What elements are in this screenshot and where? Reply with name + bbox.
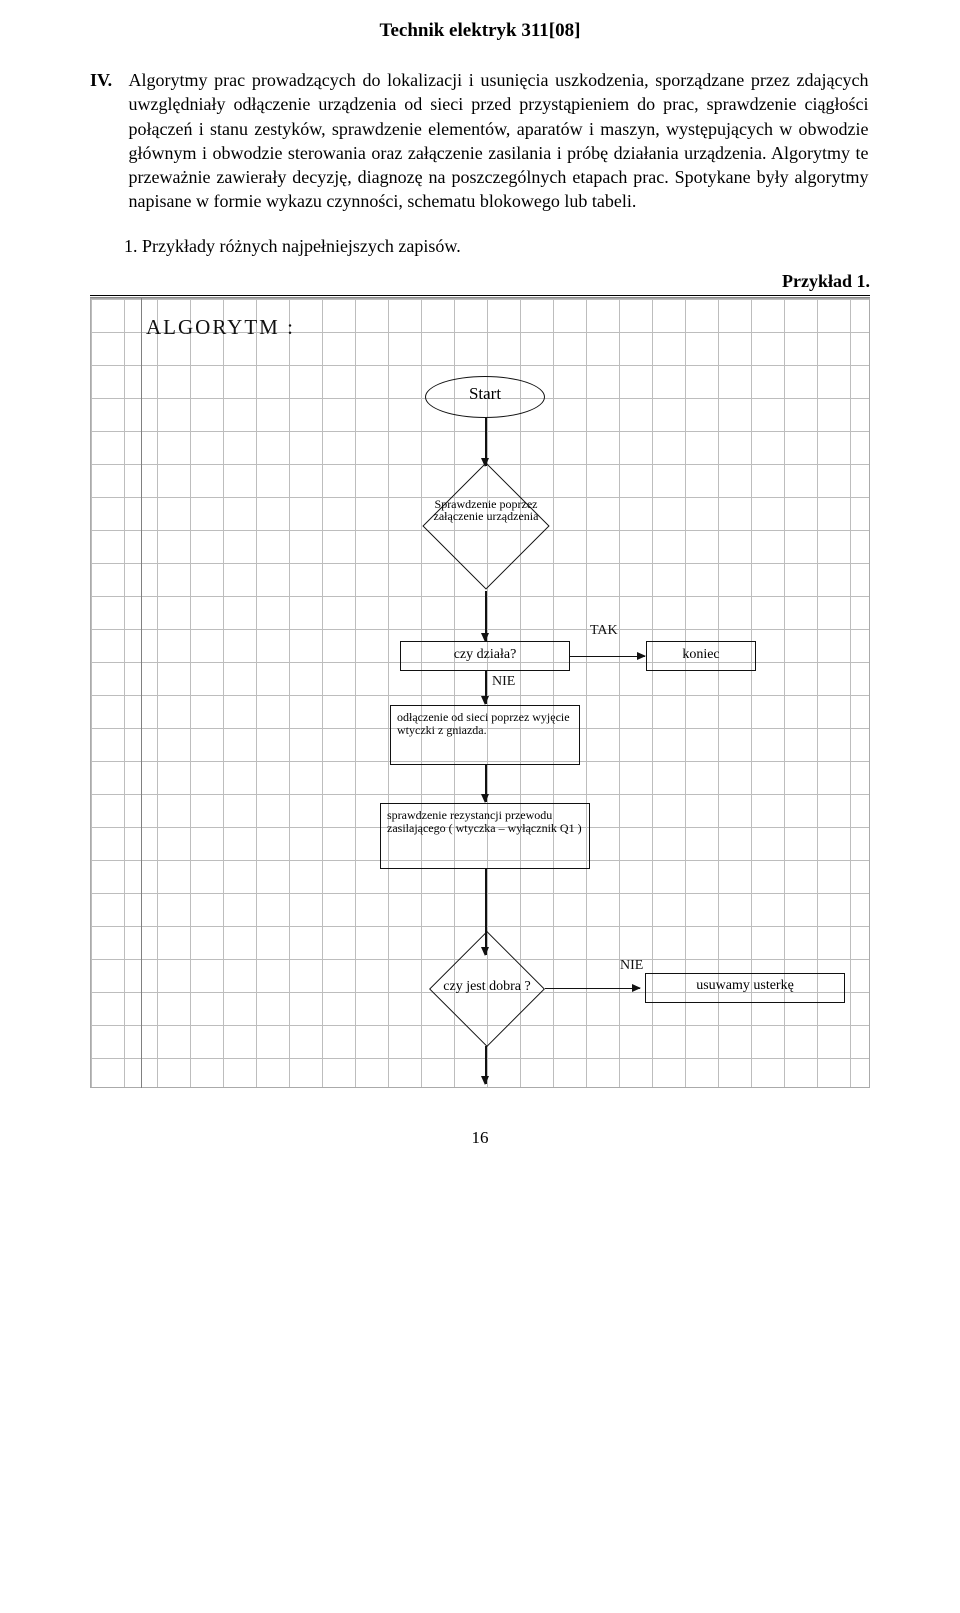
- section-body: Algorytmy prac prowadzących do lokalizac…: [129, 68, 869, 214]
- label-nie: NIE: [492, 674, 515, 690]
- example-label: Przykład 1.: [90, 271, 870, 292]
- flow-end: koniec: [646, 641, 756, 671]
- flow-fix: usuwamy usterkę: [645, 973, 845, 1003]
- flow-step3: sprawdzenie rezystancji przewodu zasilaj…: [380, 803, 590, 869]
- flowchart-figure: ALGORYTM : Start Sprawdzenie poprzez zał…: [90, 298, 870, 1088]
- arrow: [485, 591, 487, 641]
- flow-dec1: czy działa?: [400, 641, 570, 671]
- arrow: [485, 418, 487, 466]
- flow-start: Start: [425, 376, 545, 418]
- flow-step1-label: Sprawdzenie poprzez załączenie urządzeni…: [410, 498, 562, 523]
- arrow: [545, 988, 640, 990]
- flow-title: ALGORYTM :: [146, 315, 295, 340]
- arrow: [485, 1046, 487, 1084]
- section-iv: IV. Algorytmy prac prowadzących do lokal…: [90, 68, 870, 214]
- flow-step2: odłączenie od sieci poprzez wyjęcie wtyc…: [390, 705, 580, 765]
- label-tak: TAK: [590, 623, 618, 639]
- document-title: Technik elektryk 311[08]: [90, 20, 870, 42]
- page: Technik elektryk 311[08] IV. Algorytmy p…: [0, 0, 960, 1178]
- list-item-1: 1. Przykłady różnych najpełniejszych zap…: [124, 236, 870, 257]
- flow-dec2-label: czy jest dobra ?: [406, 980, 568, 995]
- arrow: [485, 671, 487, 704]
- section-roman: IV.: [90, 68, 124, 92]
- page-number: 16: [90, 1128, 870, 1148]
- label-nie2: NIE: [620, 958, 643, 974]
- arrow: [570, 656, 645, 658]
- arrow: [485, 765, 487, 802]
